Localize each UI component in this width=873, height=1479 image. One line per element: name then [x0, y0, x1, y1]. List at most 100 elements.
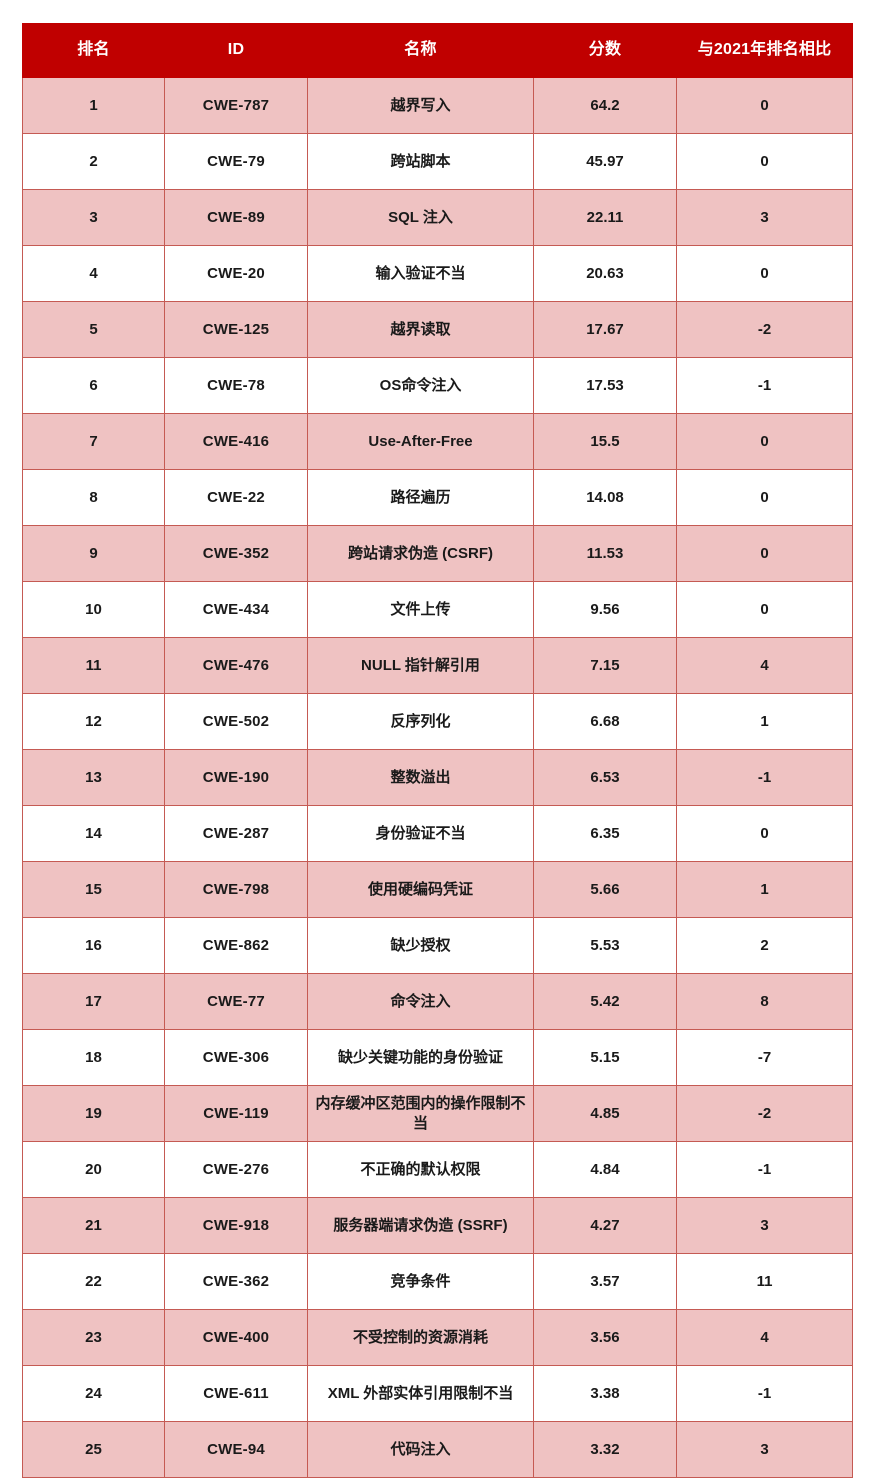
table-row: 2 CWE-79 跨站脚本 45.97 0 [22, 133, 853, 190]
cell-delta: 2 [676, 917, 853, 974]
table-row: 12 CWE-502 反序列化 6.68 1 [22, 693, 853, 750]
cell-id: CWE-400 [164, 1309, 308, 1366]
cell-rank: 1 [22, 77, 165, 134]
cell-name: 竞争条件 [307, 1253, 534, 1310]
cell-score: 6.35 [533, 805, 677, 862]
cell-score: 11.53 [533, 525, 677, 582]
cell-delta: -2 [676, 301, 853, 358]
cell-delta: -2 [676, 1085, 853, 1142]
cell-delta: 8 [676, 973, 853, 1030]
cell-id: CWE-78 [164, 357, 308, 414]
cell-score: 64.2 [533, 77, 677, 134]
cell-rank: 2 [22, 133, 165, 190]
cell-score: 5.53 [533, 917, 677, 974]
cwe-top25-table: 排名 ID 名称 分数 与2021年排名相比 1 CWE-787 越界写入 64.2 0… [22, 23, 853, 1478]
table-row: 8 CWE-22 路径遍历 14.08 0 [22, 469, 853, 526]
cell-delta: 11 [676, 1253, 853, 1310]
cell-delta: -1 [676, 357, 853, 414]
cell-score: 15.5 [533, 413, 677, 470]
cell-score: 7.15 [533, 637, 677, 694]
table-row: 18 CWE-306 缺少关键功能的身份验证 5.15 -7 [22, 1029, 853, 1086]
table-row: 24 CWE-611 XML 外部实体引用限制不当 3.38 -1 [22, 1365, 853, 1422]
table-row: 20 CWE-276 不正确的默认权限 4.84 -1 [22, 1141, 853, 1198]
cell-score: 17.67 [533, 301, 677, 358]
table-header-row: 排名 ID 名称 分数 与2021年排名相比 [22, 23, 853, 78]
cell-score: 6.68 [533, 693, 677, 750]
table-row: 25 CWE-94 代码注入 3.32 3 [22, 1421, 853, 1478]
cell-id: CWE-22 [164, 469, 308, 526]
cell-id: CWE-276 [164, 1141, 308, 1198]
table-row: 17 CWE-77 命令注入 5.42 8 [22, 973, 853, 1030]
table-row: 7 CWE-416 Use-After-Free 15.5 0 [22, 413, 853, 470]
cell-rank: 4 [22, 245, 165, 302]
cell-score: 20.63 [533, 245, 677, 302]
cell-delta: 0 [676, 525, 853, 582]
column-header-id: ID [164, 23, 308, 78]
cell-delta: 0 [676, 581, 853, 638]
cell-id: CWE-787 [164, 77, 308, 134]
cell-rank: 23 [22, 1309, 165, 1366]
cell-rank: 12 [22, 693, 165, 750]
cell-delta: 4 [676, 637, 853, 694]
cell-delta: 0 [676, 245, 853, 302]
cell-id: CWE-77 [164, 973, 308, 1030]
cell-delta: 1 [676, 693, 853, 750]
cell-name: SQL 注入 [307, 189, 534, 246]
cell-score: 4.85 [533, 1085, 677, 1142]
cell-id: CWE-89 [164, 189, 308, 246]
cell-name: NULL 指针解引用 [307, 637, 534, 694]
cell-name: 代码注入 [307, 1421, 534, 1478]
cell-rank: 9 [22, 525, 165, 582]
column-header-name: 名称 [307, 23, 534, 78]
cell-rank: 15 [22, 861, 165, 918]
cell-score: 3.38 [533, 1365, 677, 1422]
cell-score: 22.11 [533, 189, 677, 246]
cell-name: OS命令注入 [307, 357, 534, 414]
cell-rank: 11 [22, 637, 165, 694]
table-row: 5 CWE-125 越界读取 17.67 -2 [22, 301, 853, 358]
cell-id: CWE-362 [164, 1253, 308, 1310]
cell-score: 6.53 [533, 749, 677, 806]
cell-delta: 3 [676, 1197, 853, 1254]
table-row: 22 CWE-362 竞争条件 3.57 11 [22, 1253, 853, 1310]
cell-score: 5.66 [533, 861, 677, 918]
cell-delta: 0 [676, 133, 853, 190]
cell-id: CWE-434 [164, 581, 308, 638]
cell-id: CWE-119 [164, 1085, 308, 1142]
table-row: 19 CWE-119 内存缓冲区范围内的操作限制不当 4.85 -2 [22, 1085, 853, 1142]
cell-delta: 3 [676, 1421, 853, 1478]
cell-id: CWE-918 [164, 1197, 308, 1254]
cell-id: CWE-125 [164, 301, 308, 358]
cell-id: CWE-502 [164, 693, 308, 750]
cell-id: CWE-798 [164, 861, 308, 918]
cell-name: 整数溢出 [307, 749, 534, 806]
cell-name: 反序列化 [307, 693, 534, 750]
table-row: 23 CWE-400 不受控制的资源消耗 3.56 4 [22, 1309, 853, 1366]
cell-name: 缺少授权 [307, 917, 534, 974]
cell-id: CWE-20 [164, 245, 308, 302]
cell-id: CWE-190 [164, 749, 308, 806]
cell-name: 不受控制的资源消耗 [307, 1309, 534, 1366]
cell-name: XML 外部实体引用限制不当 [307, 1365, 534, 1422]
cell-id: CWE-287 [164, 805, 308, 862]
cell-rank: 19 [22, 1085, 165, 1142]
cell-score: 3.32 [533, 1421, 677, 1478]
table-row: 4 CWE-20 输入验证不当 20.63 0 [22, 245, 853, 302]
cell-rank: 21 [22, 1197, 165, 1254]
cell-id: CWE-416 [164, 413, 308, 470]
cell-id: CWE-306 [164, 1029, 308, 1086]
cell-rank: 7 [22, 413, 165, 470]
table-body: 1 CWE-787 越界写入 64.2 0 2 CWE-79 跨站脚本 45.97 0 3 CWE-8… [22, 77, 853, 1478]
cell-delta: 0 [676, 413, 853, 470]
cell-rank: 25 [22, 1421, 165, 1478]
table-header: 排名 ID 名称 分数 与2021年排名相比 [22, 23, 853, 78]
cell-id: CWE-862 [164, 917, 308, 974]
cell-name: 跨站请求伪造 (CSRF) [307, 525, 534, 582]
cell-score: 5.15 [533, 1029, 677, 1086]
table-row: 6 CWE-78 OS命令注入 17.53 -1 [22, 357, 853, 414]
cell-name: 文件上传 [307, 581, 534, 638]
cell-name: 输入验证不当 [307, 245, 534, 302]
cell-rank: 3 [22, 189, 165, 246]
cell-rank: 10 [22, 581, 165, 638]
